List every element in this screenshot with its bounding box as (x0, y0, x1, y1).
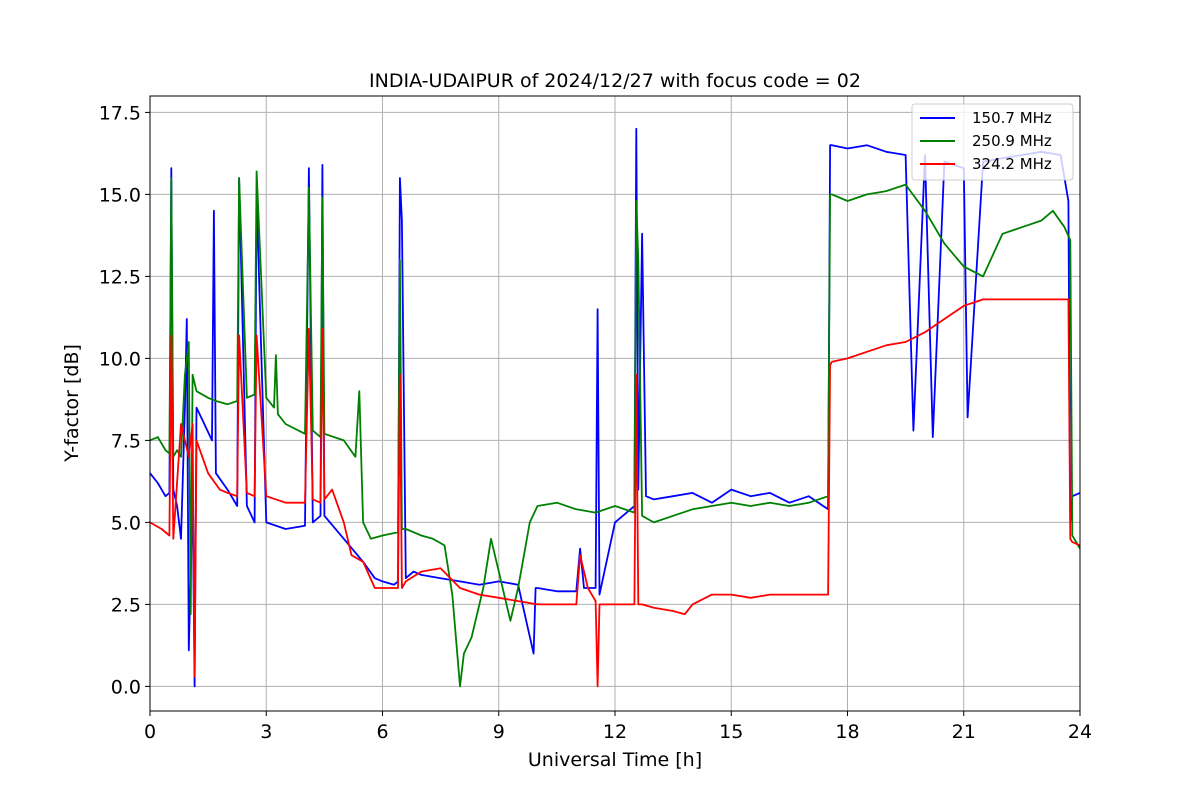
y-tick-label: 7.5 (111, 430, 141, 452)
x-tick-label: 18 (835, 721, 859, 743)
series-line-3 (149, 298, 1081, 688)
y-tick-label: 17.5 (99, 102, 141, 124)
legend-label-1: 150.7 MHz (972, 109, 1052, 127)
x-tick-label: 0 (144, 721, 156, 743)
y-axis-label: Y-factor [dB] (61, 344, 83, 463)
legend-label-2: 250.9 MHz (972, 132, 1052, 150)
y-tick-label: 0.0 (111, 676, 141, 698)
y-tick-label: 5.0 (111, 512, 141, 534)
x-axis-label: Universal Time [h] (528, 749, 702, 771)
chart-title: INDIA-UDAIPUR of 2024/12/27 with focus c… (369, 70, 861, 92)
y-tick-label: 15.0 (99, 184, 141, 206)
legend-label-3: 324.2 MHz (972, 155, 1052, 173)
x-tick-label: 6 (376, 721, 388, 743)
x-tick-label: 24 (1068, 721, 1092, 743)
x-tick-label: 3 (260, 721, 272, 743)
y-tick-label: 10.0 (99, 348, 141, 370)
series-layer (149, 127, 1081, 688)
y-axis-ticks: 0.0 2.5 5.0 7.5 10.0 12.5 15.0 17.5 (99, 102, 150, 698)
series-line-2 (149, 170, 1081, 688)
legend-box (911, 103, 1074, 181)
x-tick-label: 9 (493, 721, 505, 743)
x-tick-label: 21 (952, 721, 976, 743)
x-axis-ticks: 0 3 6 9 12 15 18 21 24 (144, 711, 1092, 743)
x-tick-label: 12 (603, 721, 627, 743)
y-tick-label: 2.5 (111, 594, 141, 616)
y-tick-label: 12.5 (99, 266, 141, 288)
legend: 150.7 MHz 250.9 MHz 324.2 MHz (911, 103, 1074, 181)
x-tick-label: 15 (719, 721, 743, 743)
